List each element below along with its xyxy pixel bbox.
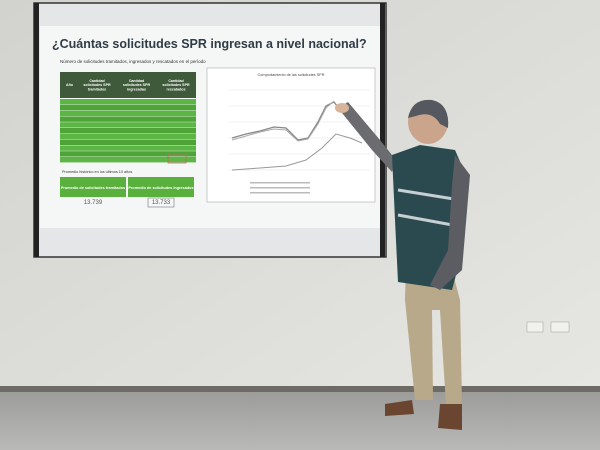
table-row [60, 116, 196, 122]
table-caption: Número de solicitudes tramitados, ingres… [60, 59, 206, 64]
presenter [335, 99, 470, 430]
highlight [167, 154, 187, 164]
table-header [60, 72, 196, 98]
table-row [60, 99, 196, 105]
table-header-cell: Cantidad solicitudes SPR rescatados [162, 79, 190, 91]
table-row [60, 122, 196, 128]
table-rows [60, 99, 196, 163]
table-row [60, 157, 196, 163]
table-row [60, 151, 196, 157]
chart-line [231, 100, 335, 142]
summary-value: 13.739 [84, 200, 103, 206]
table-row [60, 128, 196, 134]
chart-title: Comportamiento de las solicitudes SPR [258, 73, 325, 77]
summary-value: 13.733 [152, 200, 171, 206]
summary-box [128, 177, 194, 197]
chart-line [231, 133, 363, 171]
outlet [526, 321, 544, 333]
screen-edge [380, 3, 385, 257]
table-header-cell: Año [66, 83, 74, 87]
summary-box [60, 177, 126, 197]
table-row [60, 133, 196, 140]
chart-line [231, 101, 341, 141]
chart-grid [228, 89, 370, 171]
outlet [550, 321, 570, 333]
table-row [60, 145, 196, 151]
summary-caption: Promedio histórico en los últimos 10 año… [62, 170, 132, 174]
screen-edge [34, 3, 39, 257]
chart-legend [250, 182, 310, 194]
slide-title: ¿Cuántas solicitudes SPR ingresan a nive… [52, 37, 367, 51]
table-row [60, 110, 196, 116]
table-header-cell: Cantidad solicitudes SPR ingresadas [123, 79, 151, 91]
floor [0, 392, 600, 450]
value-box [147, 197, 175, 208]
table-header-cell: Cantidad solicitudes SPR tramitados [83, 79, 111, 91]
baseboard [0, 386, 600, 392]
summary-label: Promedio de solicitudes ingresados [128, 186, 193, 190]
table-row [60, 104, 196, 111]
summary-label: Promedio de solicitudes tramitados [61, 186, 125, 190]
table-row [60, 139, 196, 145]
